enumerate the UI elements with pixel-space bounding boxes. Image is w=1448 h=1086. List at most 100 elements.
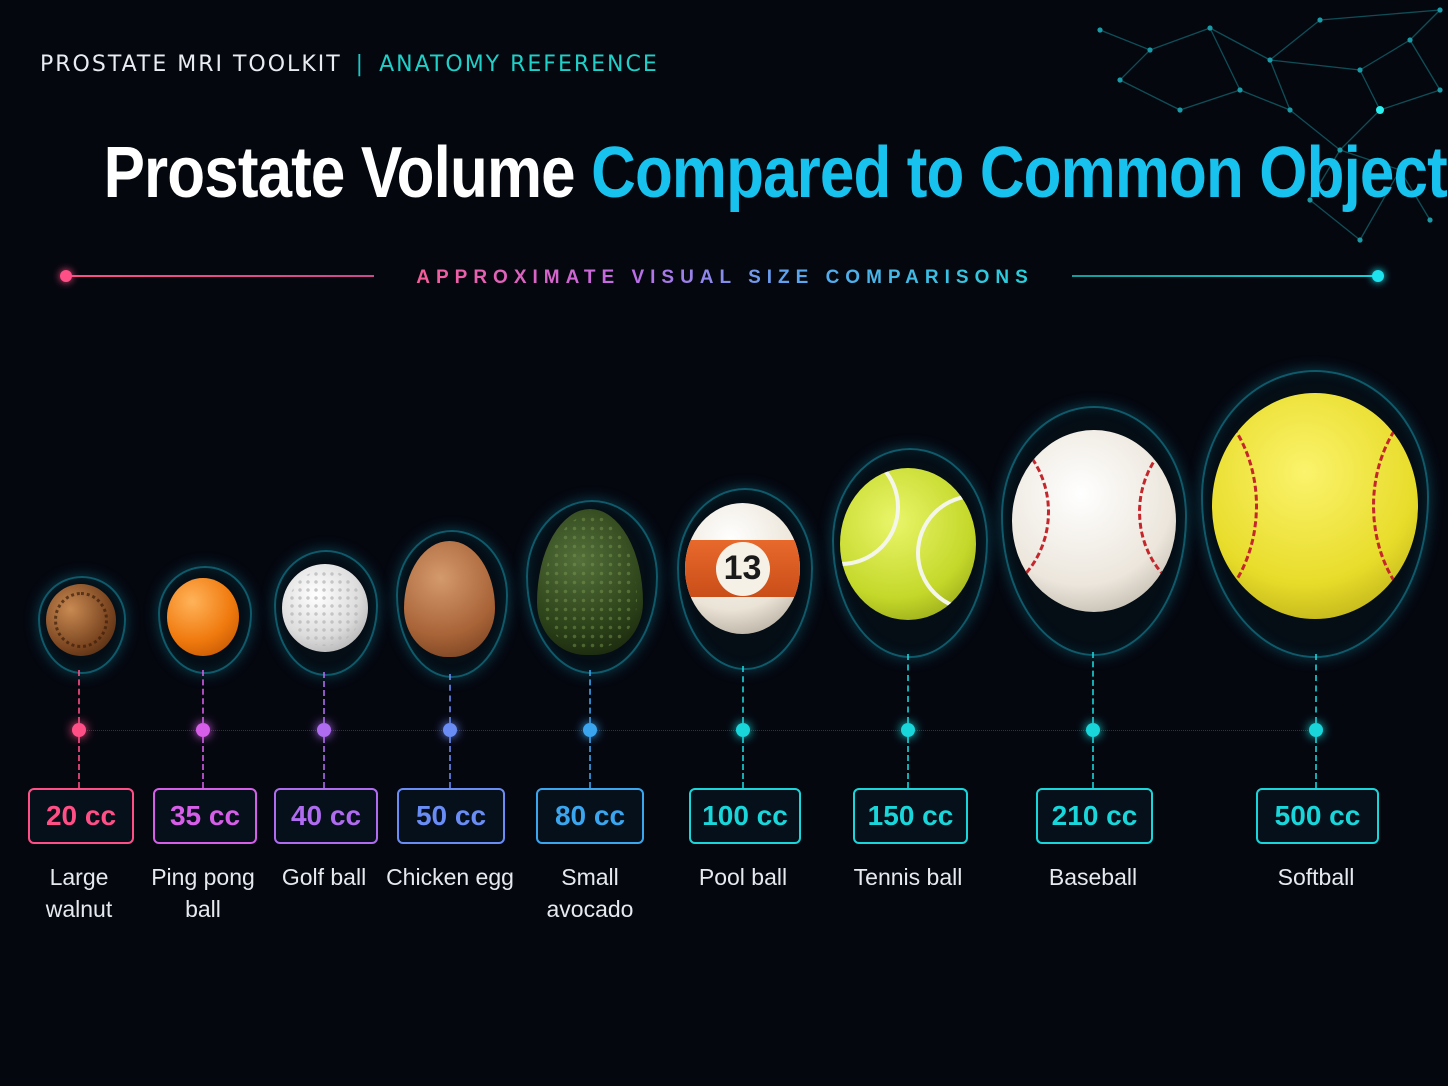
- walnut-icon: [46, 584, 116, 656]
- network-node: [1287, 107, 1293, 113]
- brand-name: PROSTATE MRI TOOLKIT: [40, 52, 342, 77]
- timeline-node: [317, 723, 331, 737]
- connector-line: [323, 672, 325, 723]
- connector-line: [323, 737, 325, 788]
- network-node: [1307, 197, 1313, 203]
- title-part-1: Prostate Volume: [103, 133, 576, 213]
- avocado-icon: [537, 509, 643, 655]
- connector-line: [449, 737, 451, 788]
- network-edge: [1359, 39, 1411, 71]
- timeline-node: [1309, 723, 1323, 737]
- network-edge: [1119, 79, 1181, 111]
- connector-line: [742, 666, 744, 723]
- network-edge: [1289, 109, 1341, 151]
- object-label: Baseball: [1048, 864, 1138, 890]
- tennis-icon: [840, 468, 976, 620]
- network-edge: [1359, 169, 1401, 241]
- network-edge: [1179, 89, 1241, 111]
- subtitle-line-right-dot: [1372, 270, 1384, 282]
- volume-badge: 35 cc: [153, 788, 257, 844]
- object-label: Chicken egg: [386, 864, 514, 890]
- volume-badge: 20 cc: [28, 788, 134, 844]
- connector-line: [742, 737, 744, 788]
- object-label: Pool ball: [698, 864, 788, 890]
- volume-badge: 100 cc: [689, 788, 801, 844]
- network-node: [1147, 47, 1153, 53]
- object-label: Ping pong ball: [151, 864, 255, 922]
- baseball-icon: [1012, 430, 1176, 612]
- subtitle: APPROXIMATE VISUAL SIZE COMPARISONS: [380, 267, 1070, 289]
- connector-line: [202, 670, 204, 723]
- timeline-node: [1086, 723, 1100, 737]
- network-edge: [1409, 9, 1441, 41]
- timeline-node: [901, 723, 915, 737]
- network-edge: [1149, 27, 1211, 51]
- connector-line: [78, 670, 80, 723]
- subtitle-line-right: [1072, 275, 1378, 277]
- pingpong-icon: [167, 578, 239, 656]
- object-label: Softball: [1277, 864, 1355, 890]
- softball-icon: [1212, 393, 1418, 619]
- egg-icon: [404, 541, 495, 657]
- connector-line: [589, 670, 591, 723]
- connector-line: [78, 737, 80, 788]
- timeline-node: [736, 723, 750, 737]
- network-node: [1437, 7, 1443, 13]
- network-node: [1376, 106, 1384, 114]
- network-edge: [1339, 109, 1381, 151]
- volume-badge: 500 cc: [1256, 788, 1379, 844]
- network-edge: [1309, 199, 1361, 241]
- volume-badge: 80 cc: [536, 788, 644, 844]
- network-edge: [1269, 59, 1361, 71]
- network-edge: [1269, 59, 1291, 111]
- connector-line: [1092, 652, 1094, 723]
- network-node: [1317, 17, 1323, 23]
- network-node: [1177, 107, 1183, 113]
- network-edge: [1239, 89, 1291, 111]
- network-decoration: [1097, 7, 1443, 243]
- network-node: [1357, 67, 1363, 73]
- page-title: Prostate Volume Compared to Common Objec…: [103, 132, 1448, 214]
- network-node: [1337, 147, 1343, 153]
- connector-line: [589, 737, 591, 788]
- timeline-baseline: [78, 730, 1318, 731]
- object-label: Large walnut: [45, 864, 113, 922]
- network-edge: [1379, 89, 1441, 111]
- network-edge: [1099, 29, 1151, 51]
- network-node: [1397, 167, 1403, 173]
- connector-line: [1092, 737, 1094, 788]
- timeline-node: [443, 723, 457, 737]
- connector-line: [907, 654, 909, 723]
- timeline-node: [196, 723, 210, 737]
- pool-ball-number: 13: [715, 541, 770, 596]
- network-node: [1357, 237, 1363, 243]
- network-edge: [1209, 27, 1271, 61]
- network-edge: [1339, 149, 1401, 171]
- connector-line: [202, 737, 204, 788]
- connector-line: [907, 737, 909, 788]
- volume-badge: 210 cc: [1036, 788, 1153, 844]
- connector-line: [1315, 654, 1317, 723]
- object-label: Tennis ball: [853, 864, 963, 890]
- volume-badge: 40 cc: [274, 788, 378, 844]
- volume-badge: 50 cc: [397, 788, 505, 844]
- network-node: [1097, 27, 1103, 33]
- network-edge: [1359, 69, 1381, 111]
- timeline-node: [72, 723, 86, 737]
- subtitle-line-left: [66, 275, 374, 277]
- network-node: [1427, 217, 1433, 223]
- toolkit-header: PROSTATE MRI TOOLKIT | ANATOMY REFERENCE: [40, 52, 659, 77]
- network-edge: [1409, 39, 1441, 91]
- network-edge: [1399, 169, 1431, 221]
- network-node: [1267, 57, 1273, 63]
- network-edge: [1269, 19, 1321, 61]
- title-part-2: Compared to Common Objects: [591, 133, 1448, 213]
- connector-line: [1315, 737, 1317, 788]
- network-edge: [1319, 9, 1441, 21]
- object-label: Small avocado: [546, 864, 634, 922]
- pool-icon: 13: [685, 503, 800, 634]
- connector-line: [449, 674, 451, 723]
- network-edge: [1309, 149, 1341, 201]
- network-node: [1207, 25, 1213, 31]
- network-node: [1437, 87, 1443, 93]
